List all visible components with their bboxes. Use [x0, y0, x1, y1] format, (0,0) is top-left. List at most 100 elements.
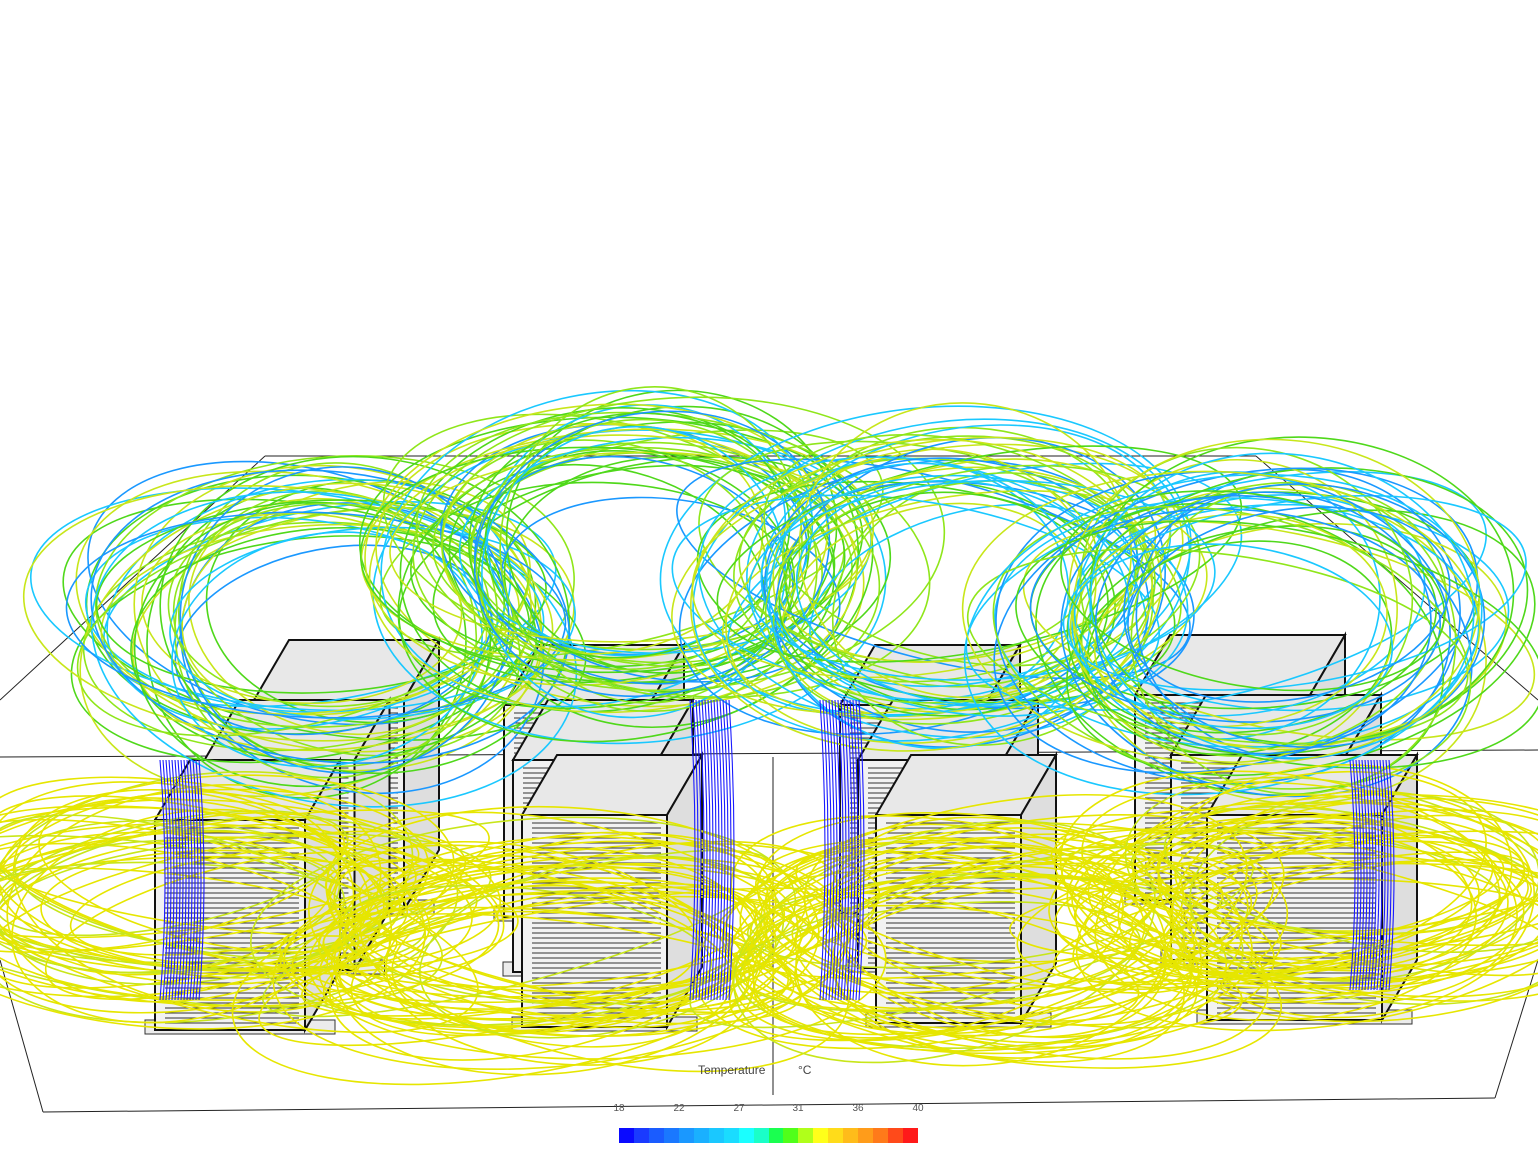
streamline: [100, 523, 520, 715]
streamline: [1054, 852, 1538, 987]
streamline: [963, 473, 1483, 796]
streamline: [1073, 830, 1538, 945]
streamline: [828, 699, 835, 1001]
streamline: [94, 455, 575, 728]
streamline: [794, 846, 1249, 1035]
legend-title: Temperature: [698, 1063, 766, 1077]
streamline: [0, 795, 431, 968]
streamline: [689, 699, 696, 1001]
streamline: [106, 478, 512, 730]
streamline: [698, 699, 705, 1001]
streamline: [696, 480, 1176, 704]
streamline: [819, 699, 826, 1001]
streamline: [822, 699, 829, 1001]
streamline: [755, 837, 1282, 991]
streamline: [1059, 770, 1518, 1005]
streamline: [165, 759, 172, 1001]
streamline: [1367, 759, 1374, 991]
streamline: [725, 699, 732, 1001]
streamline: [678, 459, 1139, 736]
streamline: [855, 699, 862, 1001]
streamline: [250, 816, 797, 1026]
streamline: [698, 440, 1182, 690]
streamline: [748, 479, 1216, 681]
streamline: [690, 438, 1154, 752]
streamline: [825, 699, 832, 1001]
color-band: [783, 1128, 799, 1143]
streamline: [174, 759, 181, 1001]
streamline: [195, 759, 202, 1001]
streamline: [1385, 759, 1392, 991]
streamline: [1075, 797, 1538, 1032]
streamline: [44, 851, 407, 1001]
streamline: [1382, 759, 1389, 991]
streamline: [368, 434, 858, 714]
streamline: [1060, 490, 1446, 692]
streamline: [695, 699, 702, 1001]
color-band: [723, 1128, 739, 1143]
color-scale-bar: [619, 1128, 919, 1143]
streamline: [729, 853, 1258, 1042]
color-band: [798, 1128, 814, 1143]
legend-tick: 40: [912, 1103, 924, 1114]
streamline: [725, 466, 1163, 744]
color-band: [693, 1128, 709, 1143]
streamline: [328, 858, 789, 1016]
streamline: [721, 822, 1289, 1030]
streamline: [40, 849, 408, 970]
streamline: [1062, 494, 1527, 691]
box-edge: [1255, 455, 1538, 701]
streamline: [1156, 820, 1529, 936]
streamline: [692, 699, 699, 1001]
streamline: [171, 531, 483, 768]
legend-tick: 27: [733, 1103, 745, 1114]
streamline: [710, 699, 717, 1001]
streamline: [1127, 506, 1451, 703]
streamline: [966, 548, 1469, 745]
streamline: [1130, 483, 1457, 795]
streamline: [0, 770, 414, 986]
streamline: [159, 759, 166, 1001]
color-band: [663, 1128, 679, 1143]
streamline: [766, 892, 1140, 1022]
streamline: [500, 496, 841, 683]
streamline: [359, 446, 836, 674]
color-band: [678, 1128, 694, 1143]
streamline: [22, 485, 554, 742]
streamline: [992, 505, 1472, 790]
color-band: [828, 1128, 844, 1143]
streamline: [308, 805, 820, 1038]
legend-unit: °C: [798, 1063, 812, 1077]
streamline: [180, 759, 187, 1001]
streamline: [186, 759, 193, 1001]
streamline: [837, 699, 844, 1001]
streamline: [772, 448, 1097, 713]
streamline: [1079, 446, 1414, 736]
streamline: [768, 462, 1092, 750]
streamlines: [0, 386, 1538, 1086]
streamline: [141, 512, 463, 705]
streamline: [1376, 759, 1383, 991]
streamline: [1171, 790, 1535, 1019]
streamline: [834, 699, 841, 1001]
streamline: [798, 402, 1132, 699]
streamline: [1355, 759, 1362, 991]
streamline: [473, 410, 831, 698]
box-edge: [0, 959, 44, 1113]
streamline: [858, 699, 865, 1001]
streamline: [1068, 438, 1481, 751]
legend-tick: 18: [613, 1103, 625, 1114]
color-band: [888, 1128, 904, 1143]
streamline: [198, 759, 205, 1001]
color-band: [813, 1128, 829, 1143]
streamline: [1094, 827, 1477, 1022]
streamline: [0, 776, 505, 977]
streamline: [301, 887, 875, 1017]
streamline: [1009, 862, 1538, 962]
color-band: [633, 1128, 649, 1143]
color-band: [903, 1128, 919, 1143]
streamline: [1089, 452, 1475, 759]
streamline: [415, 411, 931, 698]
streamline: [90, 491, 578, 808]
